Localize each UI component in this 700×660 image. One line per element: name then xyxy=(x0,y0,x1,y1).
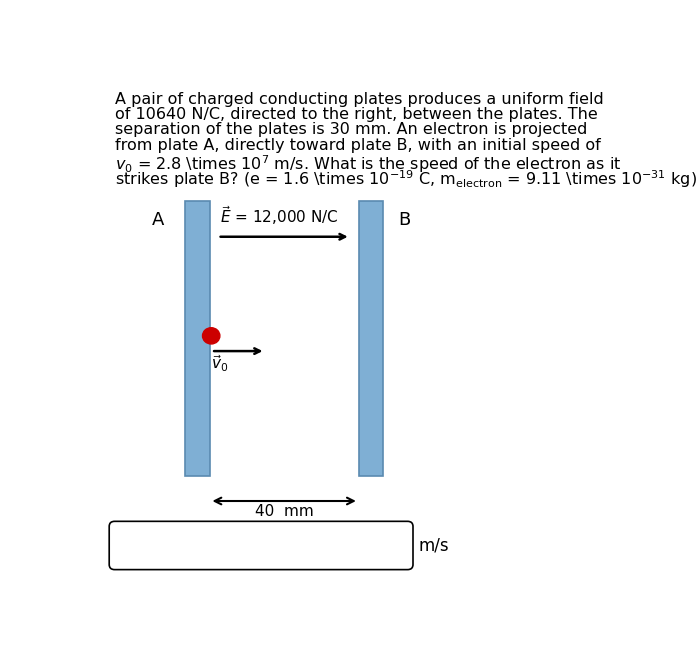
Text: m/s: m/s xyxy=(419,537,449,554)
Bar xyxy=(185,201,209,476)
Text: $\vec{v}_0$: $\vec{v}_0$ xyxy=(211,354,228,374)
Text: A pair of charged conducting plates produces a uniform field: A pair of charged conducting plates prod… xyxy=(115,92,603,107)
Text: B: B xyxy=(399,211,411,229)
Text: A: A xyxy=(152,211,164,229)
Text: from plate A, directly toward plate B, with an initial speed of: from plate A, directly toward plate B, w… xyxy=(115,138,601,152)
Text: 40  mm: 40 mm xyxy=(255,504,314,519)
Text: $v_0$ = 2.8 \times 10$^7$ m/s. What is the speed of the electron as it: $v_0$ = 2.8 \times 10$^7$ m/s. What is t… xyxy=(115,153,621,175)
Text: $\vec{E}$ = 12,000 N/C: $\vec{E}$ = 12,000 N/C xyxy=(220,204,339,227)
Text: separation of the plates is 30 mm. An electron is projected: separation of the plates is 30 mm. An el… xyxy=(115,122,587,137)
Text: strikes plate B? (e = 1.6 \times 10$^{-19}$ C, m$_{\mathrm{electron}}$ = 9.11 \t: strikes plate B? (e = 1.6 \times 10$^{-1… xyxy=(115,168,696,190)
Text: of 10640 N/C, directed to the right, between the plates. The: of 10640 N/C, directed to the right, bet… xyxy=(115,107,597,122)
Circle shape xyxy=(202,328,220,344)
FancyBboxPatch shape xyxy=(109,521,413,570)
Bar xyxy=(358,201,383,476)
